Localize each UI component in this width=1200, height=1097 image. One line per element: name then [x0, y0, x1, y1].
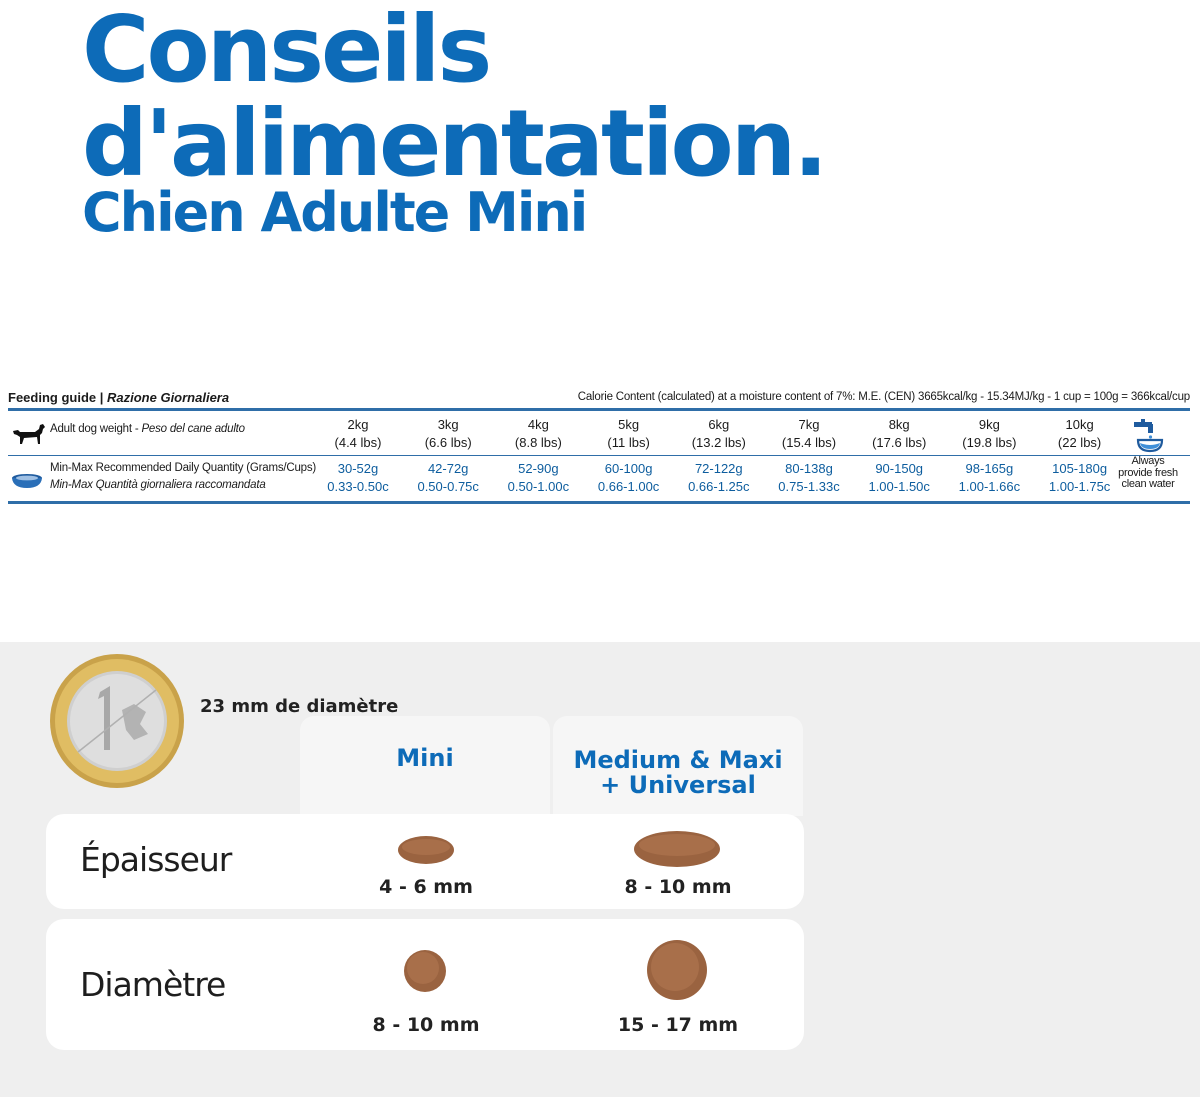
- thickness-mini-value: 4 - 6 mm: [379, 876, 473, 898]
- quantity-cell: 30-52g 0.33-0.50c: [327, 461, 389, 494]
- page-title-line-1: Conseils: [82, 0, 492, 103]
- quantity-cell: 90-150g 1.00-1.50c: [868, 461, 930, 494]
- weight-cell: 9kg (19.8 lbs): [962, 417, 1017, 450]
- weight-cell: 3kg (6.6 lbs): [424, 417, 472, 450]
- weight-cell: 10kg (22 lbs): [1057, 417, 1102, 450]
- water-note-line-2: provide fresh: [1118, 466, 1178, 479]
- daily-quantity-label: Min-Max Recommended Daily Quantity (Gram…: [50, 462, 317, 491]
- quantity-cell: 80-138g 0.75-1.33c: [778, 461, 840, 494]
- water-tap-icon: [1134, 419, 1164, 453]
- thickness-card: Épaisseur 4 - 6 mm 8 - 10 mm: [46, 814, 804, 909]
- feeding-guide-title: Feeding guide | Razione Giornaliera: [8, 390, 230, 405]
- column-header-mini: Mini: [300, 716, 550, 816]
- weight-cell: 8kg (17.6 lbs): [872, 417, 927, 450]
- thickness-label: Épaisseur: [80, 840, 232, 879]
- weight-cell: 6kg (13.2 lbs): [691, 417, 746, 450]
- calorie-content-note: Calorie Content (calculated) at a moistu…: [577, 391, 1190, 403]
- kibble-diameter-mini-icon: [404, 950, 446, 992]
- weight-cell: 2kg (4.4 lbs): [334, 417, 382, 450]
- kibble-size-section: 23 mm de diamètre Mini Medium & Maxi + U…: [0, 642, 1200, 1097]
- diameter-card: Diamètre 8 - 10 mm 15 - 17 mm: [46, 919, 804, 1050]
- dog-weight-label: Adult dog weight - Peso del cane adulto: [50, 423, 245, 435]
- dog-weight-row: Adult dog weight - Peso del cane adulto …: [8, 411, 1190, 456]
- quantity-cell: 60-100g 0.66-1.00c: [597, 461, 660, 494]
- quantity-cell: 42-72g 0.50-0.75c: [417, 461, 479, 494]
- feeding-guide-header: Feeding guide | Razione Giornaliera Calo…: [8, 388, 1190, 411]
- column-header-medium-maxi: Medium & Maxi + Universal: [553, 716, 803, 816]
- diameter-label: Diamètre: [80, 965, 226, 1004]
- water-note: Always provide fresh clean water: [1118, 418, 1178, 491]
- quantity-cell: 72-122g 0.66-1.25c: [688, 461, 750, 494]
- kibble-thickness-mini-icon: [398, 836, 454, 864]
- dog-icon: [13, 424, 45, 444]
- feeding-guide-table: Feeding guide | Razione Giornaliera Calo…: [8, 388, 1190, 504]
- weight-cell: 7kg (15.4 lbs): [781, 417, 837, 450]
- kibble-thickness-medium-icon: [634, 831, 720, 867]
- coin-diameter-label: 23 mm de diamètre: [200, 696, 399, 717]
- weight-cell: 4kg (8.8 lbs): [514, 417, 562, 450]
- water-note-line-3: clean water: [1121, 478, 1175, 491]
- quantity-cell: 98-165g 1.00-1.66c: [958, 461, 1021, 494]
- page-subtitle: Chien Adulte Mini: [82, 181, 588, 244]
- page-title-line-2: d'alimentation.: [82, 90, 828, 197]
- food-bowl-icon: [12, 474, 42, 488]
- daily-quantity-row: Min-Max Recommended Daily Quantity (Gram…: [8, 456, 1190, 504]
- kibble-diameter-medium-icon: [647, 940, 707, 1000]
- diameter-mini-value: 8 - 10 mm: [372, 1014, 480, 1036]
- quantity-cell: 105-180g 1.00-1.75c: [1048, 461, 1111, 494]
- diameter-medium-value: 15 - 17 mm: [617, 1014, 739, 1036]
- quantity-cell: 52-90g 0.50-1.00c: [507, 461, 570, 494]
- water-note-line-1: Always: [1131, 455, 1165, 467]
- euro-coin-icon: [50, 654, 184, 788]
- weight-cell: 5kg (11 lbs): [607, 417, 650, 450]
- thickness-medium-value: 8 - 10 mm: [624, 876, 732, 898]
